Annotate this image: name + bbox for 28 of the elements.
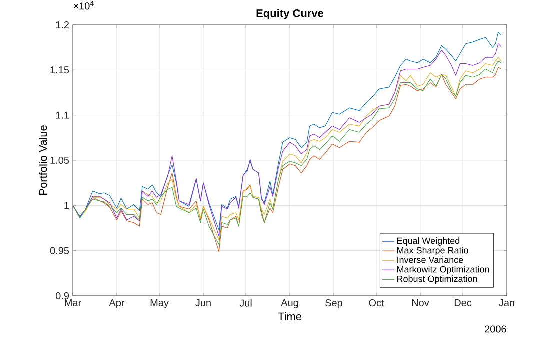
y-tick-label: 1: [64, 202, 69, 210]
legend-label: Robust Optimization: [397, 276, 478, 284]
x-tick-label: Jan: [499, 300, 514, 306]
y-tick-label: 0.95: [50, 247, 70, 254]
x-tick-label: Apr: [109, 300, 125, 308]
x-tick-label: Dec: [454, 300, 472, 306]
y-axis-title: Portfolio Value: [39, 126, 48, 195]
y-tick-label: 1.15: [50, 66, 70, 74]
x-tick-label: Nov: [412, 300, 430, 306]
chart-title: Equity Curve: [256, 9, 324, 20]
x-tick-label: Mar: [65, 300, 82, 306]
x-axis-title: Time: [278, 312, 302, 321]
y-tick-label: 1.1: [56, 112, 69, 119]
text: ×10$^{4}$: [74, 1, 94, 10]
x-tick-label: Jul: [240, 300, 252, 307]
y-tick-label: 1.05: [50, 156, 70, 164]
x-tick-label: Jun: [196, 300, 211, 306]
x-tick-label: Sep: [326, 300, 342, 309]
x-tick-label: Aug: [281, 300, 298, 308]
x-tick-label: May: [150, 300, 169, 308]
legend-label: Max Sharpe Ratio: [397, 247, 468, 256]
y-tick-label: 0.9: [56, 292, 70, 300]
legend-label: Equal Weighted: [397, 238, 460, 246]
legend-label: Markowitz Optimization: [397, 266, 490, 274]
legend-label: Inverse Variance: [398, 256, 464, 264]
y-tick-label: 1.2: [56, 22, 69, 28]
text: 2006: [485, 326, 506, 333]
x-tick-label: Oct: [369, 300, 384, 307]
